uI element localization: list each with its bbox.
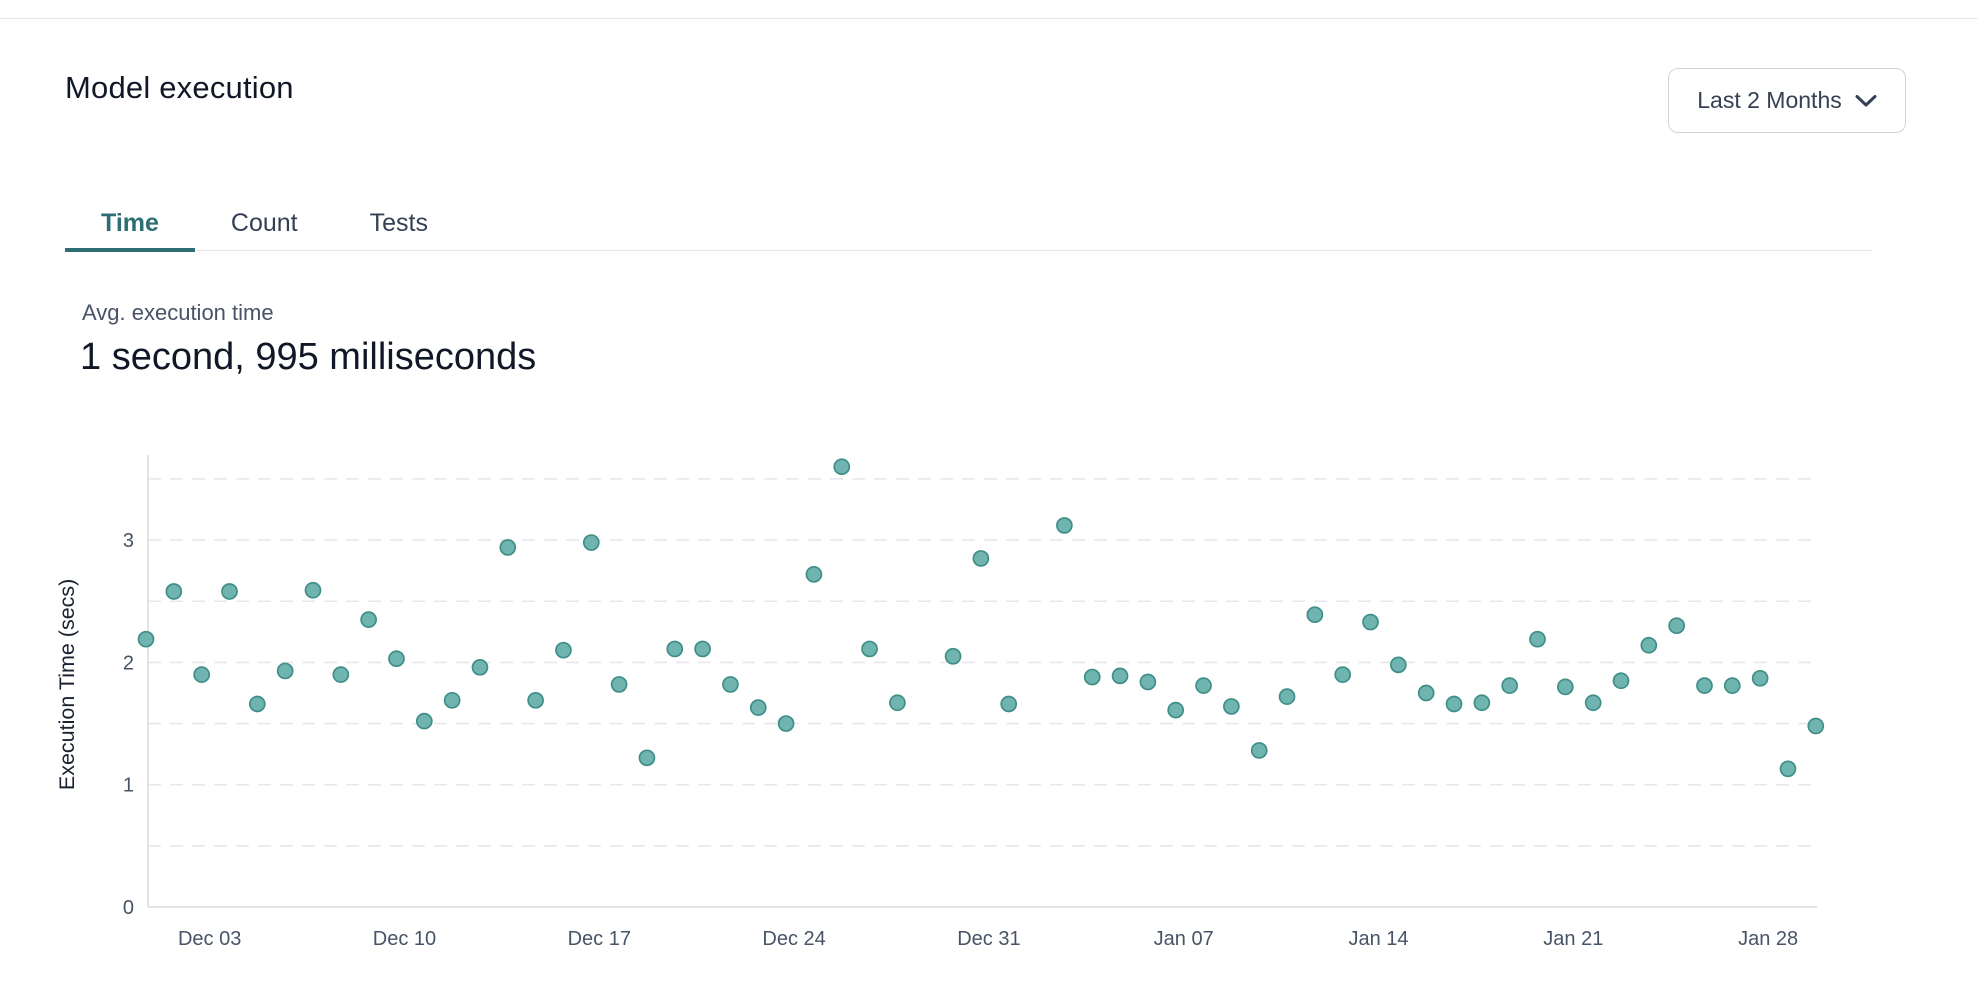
data-point-dec-31[interactable] — [972, 550, 990, 567]
data-point-dec-06[interactable] — [276, 662, 294, 680]
data-point-jan-16[interactable] — [1417, 684, 1435, 702]
execution-time-scatter-chart: 0 1 2 3 Dec 03 Dec 10 Dec 17 Dec 24 Dec 31 Jan 07… — [50, 440, 1840, 1000]
data-point-dec-04[interactable] — [221, 583, 238, 600]
data-point-jan-01[interactable] — [1000, 695, 1018, 713]
data-point-dec-25[interactable] — [805, 565, 823, 583]
y-tick-label: 1 — [123, 775, 134, 797]
x-tick-label: Dec 31 — [957, 928, 1020, 950]
data-point-dec-20[interactable] — [666, 640, 684, 658]
data-point-jan-07[interactable] — [1167, 701, 1185, 719]
stat-label: Avg. execution time — [82, 300, 274, 325]
data-point-jan-20[interactable] — [1529, 630, 1546, 648]
x-tick-label: Jan 21 — [1543, 928, 1603, 950]
data-point-dec-01[interactable] — [137, 630, 155, 648]
data-point-jan-11[interactable] — [1278, 688, 1296, 705]
x-tick-label: Dec 24 — [762, 928, 825, 950]
x-tick-label: Jan 14 — [1348, 928, 1408, 950]
data-point-dec-27[interactable] — [861, 640, 878, 658]
y-tick-label: 3 — [123, 530, 134, 552]
data-point-jan-03[interactable] — [1056, 517, 1073, 534]
page-top-divider — [0, 18, 1978, 19]
data-point-dec-10[interactable] — [388, 650, 405, 668]
data-point-jan-29[interactable] — [1779, 760, 1797, 778]
data-point-jan-26[interactable] — [1696, 677, 1713, 694]
data-point-dec-18[interactable] — [610, 676, 628, 693]
data-point-dec-24[interactable] — [777, 715, 795, 732]
data-point-jan-25[interactable] — [1668, 617, 1686, 635]
data-point-dec-28[interactable] — [889, 694, 906, 712]
data-point-dec-13[interactable] — [471, 658, 489, 676]
x-tick-label: Dec 03 — [178, 928, 241, 950]
y-tick-label: 0 — [123, 897, 134, 919]
data-point-jan-12[interactable] — [1306, 606, 1324, 624]
data-point-dec-30[interactable] — [944, 647, 962, 665]
tab-tests[interactable]: Tests — [334, 196, 464, 250]
x-tick-label: Jan 28 — [1738, 928, 1798, 950]
data-point-dec-15[interactable] — [527, 691, 544, 709]
data-point-dec-07[interactable] — [304, 581, 322, 599]
data-point-jan-13[interactable] — [1334, 666, 1352, 683]
time-range-dropdown[interactable]: Last 2 Months — [1668, 68, 1906, 133]
data-point-jan-18[interactable] — [1473, 694, 1491, 712]
data-point-jan-17[interactable] — [1445, 695, 1463, 713]
data-point-dec-02[interactable] — [165, 583, 183, 600]
data-point-jan-14[interactable] — [1362, 613, 1379, 631]
y-axis-title: Execution Time (secs) — [55, 579, 79, 790]
x-tick-label: Dec 10 — [373, 928, 436, 950]
data-point-dec-05[interactable] — [248, 695, 266, 713]
data-point-dec-21[interactable] — [694, 640, 711, 658]
data-point-jan-04[interactable] — [1083, 668, 1101, 686]
data-point-jan-27[interactable] — [1723, 677, 1741, 694]
data-point-jan-30[interactable] — [1807, 717, 1825, 735]
data-point-jan-10[interactable] — [1250, 742, 1268, 759]
tab-bar: Time Count Tests — [65, 196, 1873, 252]
tab-count[interactable]: Count — [195, 196, 334, 250]
data-point-jan-15[interactable] — [1389, 656, 1407, 674]
data-point-jan-09[interactable] — [1223, 698, 1240, 715]
data-point-dec-11[interactable] — [415, 712, 433, 730]
data-point-dec-09[interactable] — [360, 611, 377, 628]
data-point-jan-22[interactable] — [1584, 694, 1602, 712]
data-point-dec-17[interactable] — [582, 534, 600, 551]
data-point-jan-24[interactable] — [1640, 636, 1658, 654]
data-point-jan-08[interactable] — [1195, 677, 1212, 694]
page-title: Model execution — [65, 70, 294, 105]
chart-svg: 0 1 2 3 Dec 03 Dec 10 Dec 17 Dec 24 Dec 31 Jan 07… — [55, 455, 1825, 950]
data-point-jan-19[interactable] — [1501, 677, 1519, 694]
data-point-dec-26[interactable] — [833, 458, 851, 476]
tab-time[interactable]: Time — [65, 196, 195, 252]
data-point-dec-19[interactable] — [638, 749, 656, 767]
x-tick-label: Jan 07 — [1154, 928, 1214, 950]
x-tick-label: Dec 17 — [568, 928, 631, 950]
stat-value: 1 second, 995 milliseconds — [80, 336, 537, 378]
data-point-dec-03[interactable] — [193, 666, 211, 683]
data-point-dec-16[interactable] — [555, 641, 572, 659]
data-point-jan-23[interactable] — [1612, 672, 1630, 690]
data-point-dec-14[interactable] — [499, 539, 517, 556]
data-point-dec-23[interactable] — [749, 699, 767, 717]
y-tick-label: 2 — [123, 652, 134, 674]
data-point-jan-21[interactable] — [1556, 678, 1574, 696]
data-point-dec-08[interactable] — [332, 666, 350, 683]
time-range-value: Last 2 Months — [1697, 87, 1842, 113]
data-point-dec-12[interactable] — [443, 691, 461, 709]
data-point-jan-28[interactable] — [1751, 669, 1769, 687]
chevron-down-icon — [1855, 94, 1877, 108]
data-point-jan-06[interactable] — [1139, 673, 1157, 691]
data-point-dec-22[interactable] — [722, 676, 739, 693]
data-point-jan-05[interactable] — [1111, 667, 1129, 685]
